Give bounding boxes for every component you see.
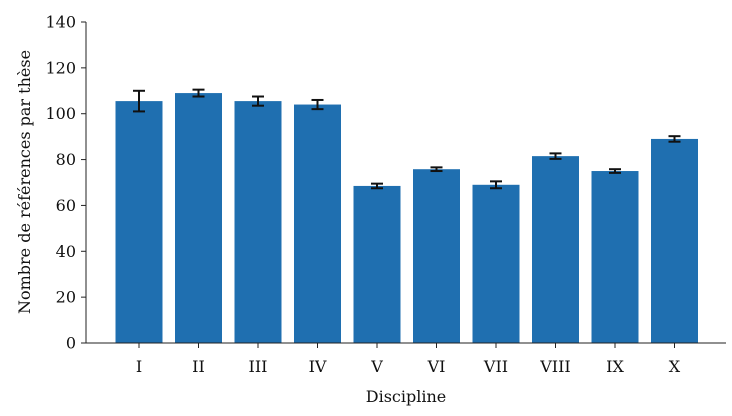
y-tick-label: 80	[56, 150, 76, 169]
error-bar-III	[252, 95, 264, 107]
x-tick-label: I	[136, 357, 142, 376]
bar-X	[651, 138, 698, 343]
x-axis-label: Discipline	[366, 387, 446, 406]
x-tick-label: IX	[606, 357, 624, 376]
y-tick-label: 120	[45, 58, 76, 77]
x-tick-label: VIII	[539, 357, 571, 376]
error-bars-group	[133, 88, 681, 190]
bar-II	[175, 93, 222, 343]
bar-VIII	[532, 156, 579, 343]
bar-VII	[472, 184, 520, 343]
y-tick-label: 100	[45, 104, 76, 123]
bar-I	[115, 101, 163, 343]
bars-group	[115, 93, 698, 344]
x-tick-label: VII	[483, 357, 508, 376]
error-bar-IX	[609, 168, 621, 174]
x-tick-label: III	[249, 357, 268, 376]
y-tick-label: 40	[56, 242, 76, 261]
error-bar-X	[668, 135, 681, 143]
error-bar-I	[133, 89, 145, 113]
error-bar-VIII	[549, 152, 562, 160]
error-bar-VII	[490, 180, 502, 190]
y-axis-label: Nombre de références par thèse	[15, 50, 34, 314]
x-tick-label: IV	[309, 357, 327, 376]
y-tick-label: 0	[66, 334, 76, 353]
x-tick-label: VI	[427, 357, 446, 376]
bar-IX	[591, 171, 639, 343]
bar-V	[353, 185, 401, 343]
error-bar-V	[371, 182, 383, 190]
error-bar-IV	[311, 98, 324, 111]
error-bar-VI	[430, 166, 443, 173]
bar-IV	[294, 104, 341, 344]
error-bar-II	[192, 88, 205, 98]
y-tick-label: 140	[45, 13, 76, 32]
y-tick-label: 60	[56, 196, 76, 215]
y-ticks-group: 0 20 40 60 80 100 120 140	[45, 13, 86, 353]
axes-group	[85, 22, 726, 344]
x-tick-label: II	[192, 357, 205, 376]
x-tick-label: X	[669, 357, 681, 376]
bar-III	[234, 101, 282, 343]
x-ticks-group: I II III IV V VI VII VIII IX X	[136, 343, 681, 376]
y-tick-label: 20	[56, 288, 76, 307]
bar-VI	[413, 169, 460, 343]
x-tick-label: V	[370, 357, 383, 376]
